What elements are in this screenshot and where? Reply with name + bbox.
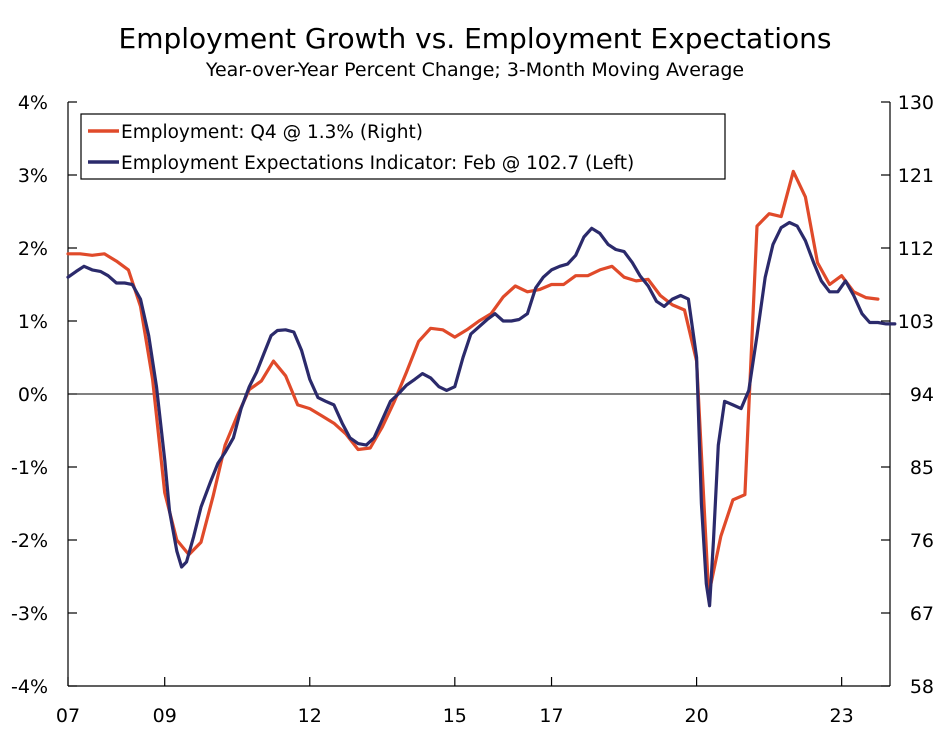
right-tick-label: 121: [898, 165, 934, 187]
plot-frame: [67, 102, 891, 687]
right-axis: 130 121 112 103 94 85 76 67 58: [881, 92, 934, 698]
chart-subtitle: Year-over-Year Percent Change; 3-Month M…: [205, 59, 744, 81]
x-tick-label: 23: [830, 705, 854, 727]
left-tick-label: -3%: [11, 603, 48, 625]
left-tick-label: 2%: [18, 238, 48, 260]
left-tick-label: -2%: [11, 530, 48, 552]
right-tick-label: 76: [910, 530, 934, 552]
series-line-expectations: [66, 220, 897, 608]
x-tick-label: 20: [684, 705, 708, 727]
right-tick-label: 112: [898, 238, 934, 260]
left-tick-label: -4%: [11, 676, 48, 698]
x-tick-label: 12: [298, 705, 322, 727]
right-tick-label: 94: [910, 384, 934, 406]
left-tick-label: 0%: [18, 384, 48, 406]
right-tick-label: 130: [898, 92, 934, 114]
legend-label-expectations: Employment Expectations Indicator: Feb @…: [121, 153, 634, 174]
x-axis: 07 09 12 15 17 20 23: [56, 677, 854, 727]
legend-label-employment: Employment: Q4 @ 1.3% (Right): [121, 122, 423, 143]
right-tick-label: 103: [898, 311, 934, 333]
x-tick-label: 17: [539, 705, 563, 727]
x-tick-label: 09: [153, 705, 177, 727]
chart-title: Employment Growth vs. Employment Expecta…: [119, 22, 832, 55]
left-tick-label: 1%: [18, 311, 48, 333]
right-tick-label: 58: [910, 676, 934, 698]
right-tick-label: 85: [910, 457, 934, 479]
left-axis: 4% 3% 2% 1% 0% -1% -2% -3% -4%: [11, 92, 77, 698]
left-tick-label: 3%: [18, 165, 48, 187]
left-tick-label: -1%: [11, 457, 48, 479]
legend-box: [80, 113, 726, 180]
right-tick-label: 67: [910, 603, 934, 625]
legend: Employment: Q4 @ 1.3% (Right) Employment…: [80, 113, 726, 180]
left-tick-label: 4%: [18, 92, 48, 114]
x-tick-label: 15: [443, 705, 467, 727]
series-line-employment: [66, 169, 880, 597]
x-tick-label: 07: [56, 705, 80, 727]
series-lines: [66, 169, 897, 608]
